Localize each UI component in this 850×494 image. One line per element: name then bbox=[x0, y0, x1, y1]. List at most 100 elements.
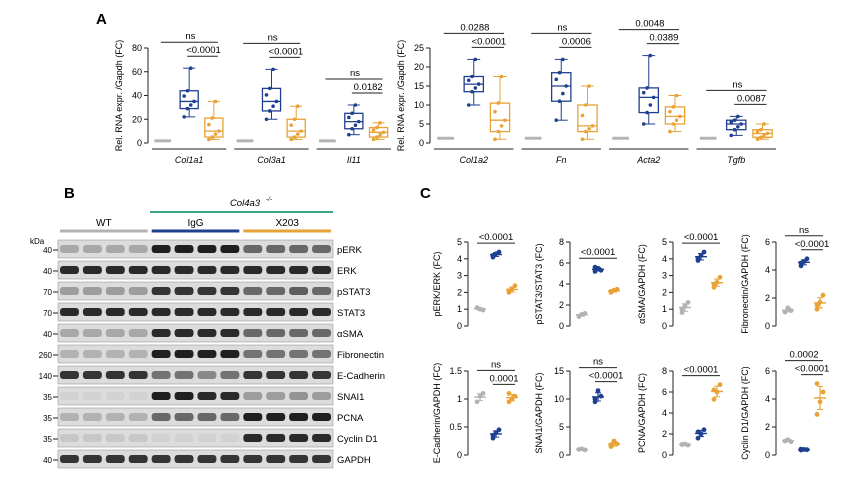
x203-point bbox=[509, 396, 515, 402]
igg-point bbox=[490, 433, 496, 438]
x203-point bbox=[814, 302, 820, 308]
wt-point bbox=[328, 139, 332, 143]
blot-band bbox=[60, 413, 79, 421]
blot-band bbox=[82, 350, 102, 358]
y-tick-label: 2 bbox=[765, 293, 770, 303]
p-value-label: <0.0001 bbox=[684, 365, 719, 376]
igg-point bbox=[496, 249, 502, 255]
x203-point bbox=[762, 133, 766, 138]
blot-band bbox=[174, 350, 194, 358]
kda-marker: 140 bbox=[39, 372, 53, 381]
wt-point bbox=[450, 136, 455, 140]
blot-band bbox=[220, 266, 240, 274]
wt-point bbox=[616, 136, 620, 140]
x203-point bbox=[671, 122, 676, 126]
igg-point bbox=[736, 125, 740, 129]
igg-box bbox=[638, 87, 660, 114]
x203-point bbox=[296, 132, 300, 136]
kda-marker: 260 bbox=[39, 351, 53, 360]
scatter-plot: 0 2 4 6 8 pSTAT3/STAT3 (FC) <0.0001 bbox=[534, 237, 620, 331]
y-tick-label: 3 bbox=[457, 271, 462, 281]
igg-point bbox=[732, 127, 737, 132]
category-label: Col1a1 bbox=[175, 155, 204, 165]
blot-strip bbox=[57, 302, 334, 322]
blot-band bbox=[243, 350, 263, 358]
igg-point bbox=[729, 133, 734, 138]
blot-band bbox=[60, 266, 79, 274]
x203-point bbox=[817, 299, 823, 305]
x203-point bbox=[820, 389, 826, 395]
kda-marker: 70 bbox=[43, 288, 52, 297]
blot-strip bbox=[57, 344, 334, 364]
x203-point bbox=[371, 137, 376, 142]
igg-point bbox=[347, 115, 351, 120]
blot-band bbox=[266, 455, 286, 463]
y-tick-label: 80 bbox=[132, 43, 142, 53]
igg-point bbox=[274, 99, 279, 104]
blot-band bbox=[60, 455, 79, 463]
category-label: Il11 bbox=[347, 155, 361, 165]
igg-point bbox=[490, 253, 496, 258]
y-tick-label: 5 bbox=[457, 237, 462, 247]
blot-band bbox=[82, 392, 102, 400]
wt-point bbox=[621, 136, 625, 140]
igg-point bbox=[347, 132, 351, 137]
kda-label: kDa bbox=[30, 237, 45, 246]
wt-point bbox=[439, 136, 443, 140]
x203-point bbox=[210, 116, 214, 120]
y-axis-label: Fibronectin/GAPDH (FC) bbox=[740, 234, 750, 334]
wt-point bbox=[531, 136, 535, 140]
y-tick-label: 0 bbox=[419, 138, 424, 148]
blot-band bbox=[289, 392, 309, 400]
blot-band bbox=[60, 434, 79, 442]
band-label: PCNA bbox=[337, 413, 364, 424]
x203-point bbox=[814, 381, 820, 386]
category-label: Col3a1 bbox=[257, 155, 286, 165]
igg-point bbox=[595, 388, 601, 393]
blot-band bbox=[128, 266, 148, 274]
blot-band bbox=[174, 245, 194, 253]
igg-point bbox=[554, 118, 559, 122]
igg-point bbox=[470, 89, 474, 94]
wt-point bbox=[474, 399, 480, 405]
blot-band bbox=[312, 392, 331, 400]
x203-point bbox=[493, 109, 497, 114]
blot-band bbox=[197, 434, 217, 442]
kda-marker: 35 bbox=[43, 435, 52, 444]
y-tick-label: 20 bbox=[414, 62, 424, 72]
wt-point bbox=[168, 139, 172, 143]
blot-band bbox=[174, 287, 194, 295]
wt-point bbox=[685, 442, 691, 448]
y-tick-label: 5 bbox=[419, 119, 424, 129]
wt-point bbox=[325, 139, 329, 143]
blot-band bbox=[243, 308, 263, 316]
x203-point bbox=[512, 283, 518, 289]
lane-group-label: X203 bbox=[275, 218, 299, 229]
igg-point bbox=[554, 77, 559, 82]
blot-band bbox=[60, 371, 79, 379]
igg-point bbox=[493, 430, 499, 435]
wt-point bbox=[161, 139, 165, 143]
blot-band bbox=[174, 413, 194, 421]
wt-point bbox=[679, 310, 685, 315]
blot-band bbox=[197, 413, 217, 421]
x203-point bbox=[216, 129, 221, 133]
blot-band bbox=[82, 434, 102, 442]
blot-band bbox=[289, 245, 309, 253]
blot-band bbox=[82, 371, 102, 379]
igg-point bbox=[182, 94, 186, 98]
blot-band bbox=[266, 434, 286, 442]
band-label: pSTAT3 bbox=[337, 287, 370, 298]
p-value-label: ns bbox=[268, 32, 278, 43]
blot-band bbox=[312, 371, 331, 379]
x203-point bbox=[375, 135, 379, 139]
y-axis-label: Rel. RNA expr. /Gapdh (FC) bbox=[114, 40, 124, 152]
x203-point bbox=[584, 129, 588, 134]
blot-band bbox=[266, 350, 286, 358]
wt-point bbox=[323, 139, 327, 143]
igg-point bbox=[798, 260, 804, 266]
blot-band bbox=[243, 266, 263, 274]
scatter-plot: 0 2 4 6 8 PCNA/GAPDH (FC) <0.0001 bbox=[637, 365, 723, 460]
x203-point bbox=[755, 129, 760, 134]
